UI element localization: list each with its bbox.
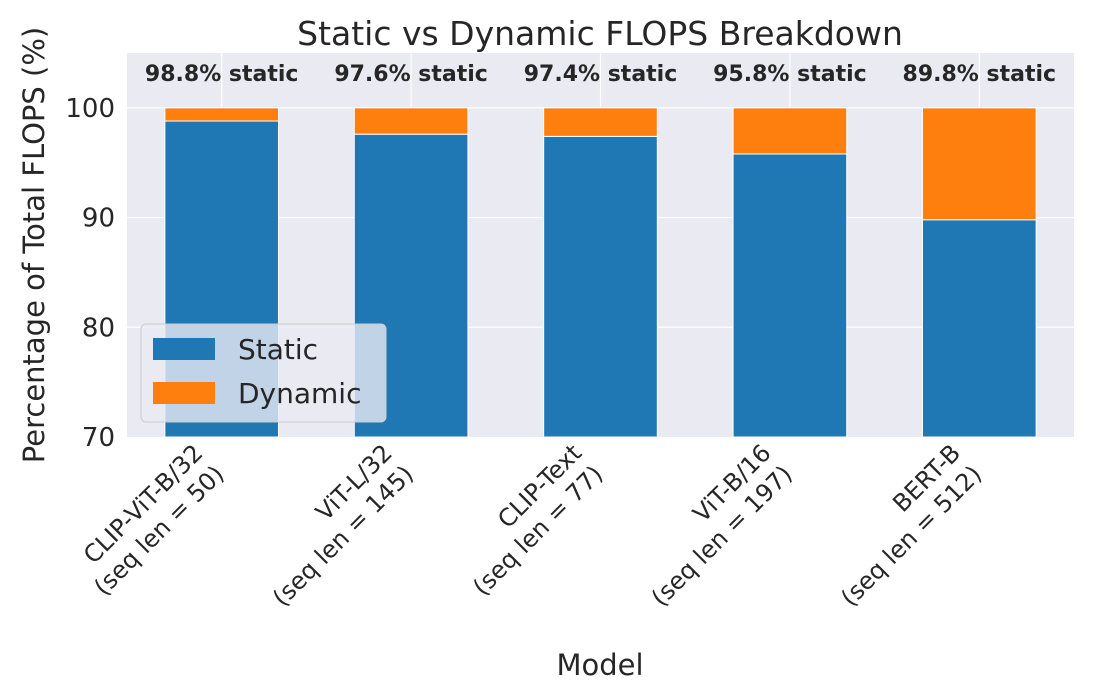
bar-dynamic-2	[353, 107, 469, 135]
y-axis-label: Percentage of Total FLOPS (%)	[17, 27, 51, 463]
chart-title: Static vs Dynamic FLOPS Breakdown	[297, 14, 903, 53]
y-tick-label: 80	[82, 313, 115, 343]
static-percent-label: 97.6% static	[334, 62, 488, 87]
bar-static-5	[921, 219, 1037, 438]
bar-dynamic-4	[732, 107, 848, 155]
bar-dynamic-3	[543, 107, 658, 137]
y-tick-label: 70	[82, 423, 115, 453]
legend-swatch-static	[153, 338, 215, 360]
bar-dynamic-5	[921, 107, 1037, 221]
y-tick-label: 90	[82, 204, 115, 234]
x-tick-label: BERT-B(seq len = 512)	[835, 439, 987, 612]
y-tick-label: 100	[65, 94, 115, 124]
x-axis-label: Model	[556, 648, 643, 682]
static-percent-label: 97.4% static	[524, 62, 678, 87]
static-percent-label: 95.8% static	[713, 62, 867, 87]
bar-dynamic-1	[164, 107, 280, 122]
legend-swatch-dynamic	[153, 382, 215, 404]
x-tick-label: ViT-B/16(seq len = 197)	[646, 439, 798, 612]
legend: Static Dynamic	[140, 323, 387, 423]
static-percent-label: 89.8% static	[903, 62, 1057, 87]
bar-static-4	[732, 153, 848, 438]
bar-static-3	[543, 135, 658, 438]
static-percent-label: 98.8% static	[145, 62, 299, 87]
x-tick-label: ViT-L/32(seq len = 145)	[267, 439, 419, 612]
x-tick-label: CLIP-ViT-B/32(seq len = 50)	[78, 439, 230, 601]
x-axis-ticks: CLIP-ViT-B/32(seq len = 50) ViT-L/32(seq …	[78, 439, 987, 612]
legend-label-dynamic: Dynamic	[238, 377, 361, 410]
data-labels: 98.8% static 97.6% static 97.4% static 95.8…	[145, 62, 1056, 87]
legend-label-static: Static	[238, 333, 318, 366]
y-axis-ticks: 70 80 90 100	[65, 94, 115, 453]
x-tick-label: CLIP-Text(seq len = 77)	[467, 439, 608, 601]
